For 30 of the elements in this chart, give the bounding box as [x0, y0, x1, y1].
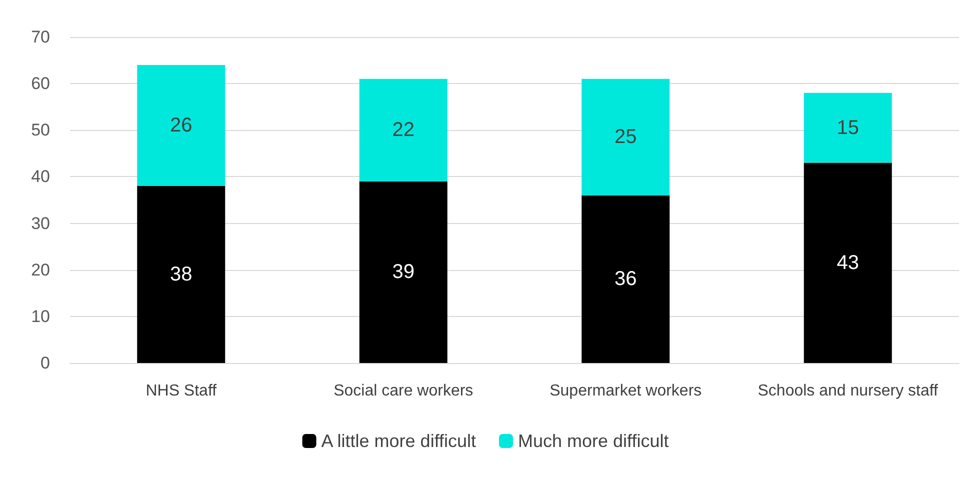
data-label: 15	[836, 116, 859, 139]
y-tick-label: 30	[31, 214, 50, 233]
data-label: 38	[170, 264, 192, 286]
data-label: 39	[392, 261, 414, 284]
data-label: 43	[836, 252, 859, 274]
bar	[137, 186, 226, 363]
y-tick-label: 0	[40, 354, 50, 372]
data-label: 36	[614, 268, 637, 290]
y-tick-label: 70	[31, 28, 50, 46]
bar	[582, 195, 670, 363]
data-label: 22	[392, 119, 414, 142]
legend-label: Much more difficult	[518, 431, 669, 451]
y-tick-label: 50	[31, 120, 50, 140]
x-tick-label: Schools and nursery staff	[758, 382, 939, 400]
y-tick-label: 60	[31, 74, 50, 94]
x-tick-label: NHS Staff	[146, 382, 218, 400]
bar	[582, 78, 670, 196]
x-tick-label: Social care workers	[334, 382, 474, 400]
legend-label: A little more difficult	[321, 431, 476, 451]
bar	[804, 162, 892, 363]
x-tick-label: Supermarket workers	[550, 382, 702, 400]
y-tick-label: 10	[31, 306, 50, 326]
data-label: 26	[170, 114, 192, 136]
bar	[359, 78, 448, 182]
bar	[137, 64, 226, 186]
bar	[804, 92, 892, 163]
bar	[359, 181, 448, 363]
data-label: 25	[614, 126, 637, 148]
y-tick-label: 40	[31, 167, 50, 186]
y-tick-label: 20	[31, 260, 50, 280]
